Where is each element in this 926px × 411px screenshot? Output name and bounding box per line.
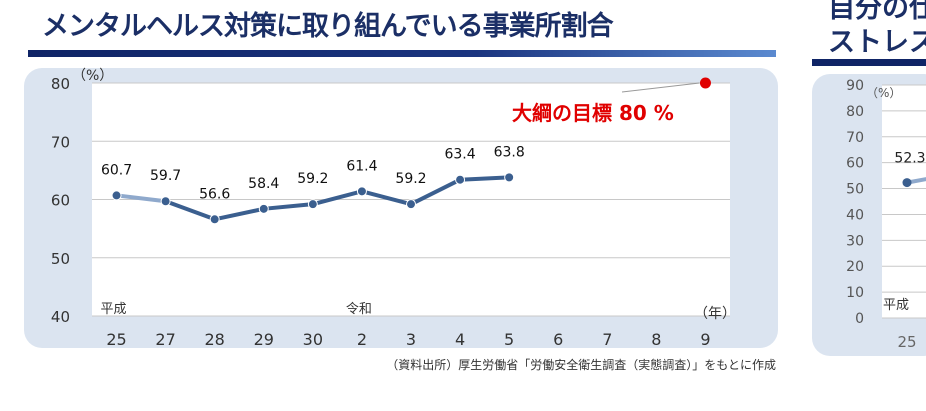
target-point xyxy=(699,77,711,89)
x-tick-label: 4 xyxy=(455,330,465,349)
target-leader-line xyxy=(621,82,700,93)
second-title-line1: 自分の仕 xyxy=(828,0,926,24)
y-tick-label-2: 0 xyxy=(855,311,864,327)
data-label: 58.4 xyxy=(248,176,279,192)
x-tick-label-2: 25 xyxy=(897,333,916,351)
y-tick-label: 60 xyxy=(51,192,70,210)
x-tick-label: 6 xyxy=(553,330,563,349)
era-label: 平成 xyxy=(101,302,127,317)
data-point xyxy=(307,199,318,210)
second-title-underline xyxy=(812,59,926,66)
x-tick-label: 2 xyxy=(357,330,367,349)
data-label: 60.7 xyxy=(101,162,132,178)
x-tick-label: 30 xyxy=(303,330,323,349)
data-point xyxy=(111,190,122,201)
x-tick-label: 27 xyxy=(155,330,175,349)
data-point xyxy=(455,174,466,185)
chart-title: メンタルヘルス対策に取り組んでいる事業所割合 xyxy=(42,11,614,42)
data-point xyxy=(258,203,269,214)
line-segment xyxy=(458,175,512,182)
data-label: 61.4 xyxy=(346,158,377,174)
y-tick-label-2: 10 xyxy=(846,285,864,301)
x-tick-label: 28 xyxy=(205,330,225,349)
x-tick-label: 5 xyxy=(504,330,514,349)
y-tick-label-2: 60 xyxy=(846,156,864,172)
data-label: 59.2 xyxy=(395,171,426,187)
line-segment-2 xyxy=(906,177,926,185)
line-segment xyxy=(310,189,364,207)
data-label-2: 52.3 xyxy=(894,151,925,167)
data-point xyxy=(356,186,367,197)
x-tick-label: 29 xyxy=(254,330,274,349)
y-tick-label-2: 30 xyxy=(846,233,864,249)
data-point xyxy=(504,172,515,183)
data-point xyxy=(209,214,220,225)
data-label: 63.4 xyxy=(444,147,475,163)
data-label: 59.7 xyxy=(150,168,181,184)
y-tick-label-2: 90 xyxy=(846,78,864,94)
era-label: 令和 xyxy=(346,302,372,317)
line-segment xyxy=(261,202,315,211)
x-tick-label: 9 xyxy=(700,330,710,349)
x-tick-label: 25 xyxy=(106,330,126,349)
line-segment xyxy=(359,189,413,207)
y-axis-unit: （%） xyxy=(72,68,113,84)
line-segment xyxy=(409,177,463,207)
x-tick-label: 8 xyxy=(651,330,661,349)
data-point xyxy=(406,199,416,210)
data-point-2 xyxy=(902,178,912,188)
target-label: 大綱の目標 80 % xyxy=(512,101,674,125)
line-segment xyxy=(163,199,217,222)
source-note: （資料出所）厚生労働省「労働安全衛生調査（実態調査）」をもとに作成 xyxy=(386,358,776,372)
y-axis-unit-2: （%） xyxy=(866,86,901,100)
x-tick-label: 7 xyxy=(602,330,612,349)
data-label: 56.6 xyxy=(199,186,230,202)
y-tick-label: 80 xyxy=(51,75,70,93)
y-tick-label-2: 20 xyxy=(846,259,864,275)
data-point xyxy=(160,196,171,207)
line-segment xyxy=(114,193,168,204)
data-label: 63.8 xyxy=(494,144,525,160)
x-axis-unit: （年） xyxy=(694,306,736,322)
y-tick-label-2: 80 xyxy=(846,104,864,120)
y-tick-label-2: 40 xyxy=(846,207,864,223)
y-tick-label-2: 50 xyxy=(846,182,864,198)
title-underline xyxy=(28,50,776,57)
line-segment xyxy=(212,206,266,222)
plot-area-2 xyxy=(882,85,926,318)
y-tick-label: 50 xyxy=(51,250,70,268)
x-tick-label: 3 xyxy=(406,330,416,349)
y-tick-label: 40 xyxy=(51,308,70,326)
era-label-2: 平成 xyxy=(883,298,909,313)
second-title-line2: ストレス xyxy=(828,27,926,58)
second-chart-title: 自分の仕 ストレス xyxy=(828,0,926,60)
y-tick-label-2: 70 xyxy=(846,130,864,146)
y-tick-label: 70 xyxy=(51,133,70,151)
data-label: 59.2 xyxy=(297,171,328,187)
